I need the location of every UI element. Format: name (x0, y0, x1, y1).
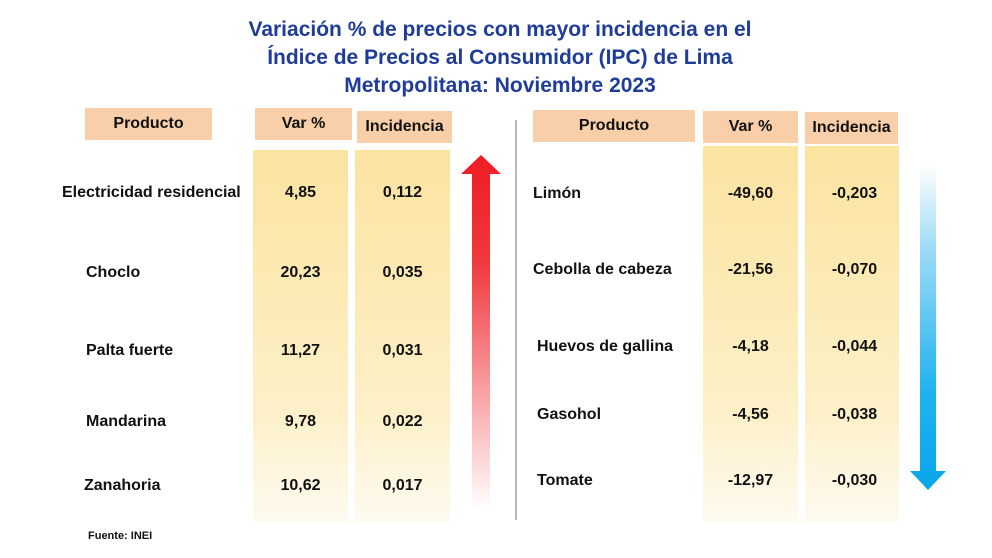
var-cell: -4,56 (732, 406, 769, 423)
header-var-right: Var % (703, 111, 798, 143)
incidencia-cell: -0,038 (831, 406, 878, 423)
incidencia-cell: 0,035 (382, 264, 423, 281)
var-cell: 4,85 (284, 184, 317, 201)
header-incidencia-left: Incidencia (357, 111, 452, 143)
product-cell: Zanahoria (84, 477, 161, 494)
title-line-2: Índice de Precios al Consumidor (IPC) de… (267, 46, 733, 69)
var-cell: 9,78 (284, 413, 317, 430)
product-cell: Mandarina (86, 413, 167, 430)
product-cell: Limón (533, 185, 581, 202)
incidencia-cell: 0,017 (382, 477, 423, 494)
var-cell: 10,62 (280, 477, 321, 494)
var-column-bg-left (253, 150, 348, 522)
product-cell: Gasohol (537, 406, 602, 423)
incidencia-cell: -0,070 (831, 261, 878, 278)
var-cell: 11,27 (280, 342, 321, 359)
product-cell: Huevos de gallina (537, 338, 674, 355)
title-line-3: Metropolitana: Noviembre 2023 (344, 74, 656, 97)
var-cell: -4,18 (732, 338, 769, 355)
header-producto-right: Producto (533, 110, 695, 142)
incidencia-cell: 0,022 (382, 413, 423, 430)
chart-title: Variación % de precios con mayor inciden… (0, 16, 992, 100)
source-note: Fuente: INEI (88, 530, 153, 542)
incidencia-cell: -0,044 (831, 338, 878, 355)
product-cell: Choclo (86, 264, 141, 281)
incidencia-cell: -0,203 (831, 185, 878, 202)
product-cell: Electricidad residencial (62, 184, 241, 201)
var-cell: -21,56 (727, 261, 774, 278)
var-column-bg-right (703, 146, 798, 522)
incidencia-cell: 0,031 (382, 342, 423, 359)
arrow-up-icon (461, 155, 501, 510)
header-producto-left: Producto (85, 108, 212, 140)
var-cell: 20,23 (280, 264, 321, 281)
var-cell: -12,97 (727, 472, 774, 489)
header-var-left: Var % (255, 108, 352, 140)
incidencia-cell: 0,112 (382, 184, 423, 201)
title-line-1: Variación % de precios con mayor inciden… (248, 18, 752, 41)
product-cell: Tomate (537, 472, 593, 489)
product-cell: Palta fuerte (86, 342, 174, 359)
product-cell: Cebolla de cabeza (533, 261, 672, 278)
divider (515, 120, 517, 520)
var-cell: -49,60 (727, 185, 774, 202)
incidencia-column-bg-left (355, 150, 450, 522)
incidencia-column-bg-right (805, 146, 899, 522)
incidencia-cell: -0,030 (831, 472, 878, 489)
header-incidencia-right: Incidencia (805, 112, 898, 144)
arrow-down-icon (910, 165, 946, 490)
